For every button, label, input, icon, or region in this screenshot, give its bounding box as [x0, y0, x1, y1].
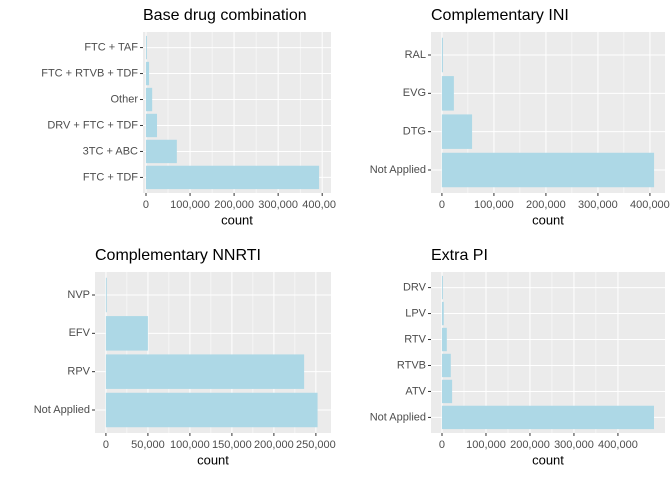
bar [105, 392, 318, 428]
x-tick-label: 200,000 [214, 199, 254, 211]
chart-title: Base drug combination [143, 7, 307, 24]
x-tick-label: 200,000 [526, 199, 566, 211]
x-axis-label: count [532, 212, 564, 227]
y-tick-label: Not Applied [370, 164, 426, 176]
bar [441, 114, 473, 149]
bar [441, 405, 655, 430]
x-tick-label: 100,000 [466, 439, 506, 451]
x-tick-label: 100,000 [474, 199, 514, 211]
bar [105, 277, 107, 313]
bar [105, 354, 305, 389]
y-tick-label: DRV [403, 281, 427, 293]
bar [145, 165, 320, 190]
bar [441, 327, 447, 352]
x-tick-label: 50,000 [131, 439, 165, 451]
y-tick-label: FTC + RTVB + TDF [41, 67, 138, 79]
y-tick-label: RTV [404, 333, 426, 345]
panel-group: 0 100,000 200,000 300,000 400,000 Not Applied… [370, 7, 670, 467]
x-axis-label: count [197, 452, 229, 467]
bar [105, 316, 148, 351]
x-tick-label: 100,000 [170, 199, 210, 211]
bar [145, 61, 150, 86]
x-tick-label: 0 [439, 199, 445, 211]
x-tick-label: 200,000 [510, 439, 550, 451]
y-tick-label: FTC + TDF [83, 171, 138, 183]
y-tick-label: EFV [69, 327, 91, 339]
chart-title: Complementary INI [431, 7, 569, 24]
y-tick-label: ATV [405, 385, 426, 397]
y-tick-label: 3TC + ABC [83, 145, 138, 157]
bar [441, 379, 453, 404]
x-tick-label: 100,000 [170, 439, 210, 451]
bar [441, 76, 454, 111]
bar [145, 139, 177, 164]
panel-group: 0 100,000 200,000 300,000 400,000 FTC + TDF 3T… [34, 7, 342, 467]
y-tick-label: EVG [403, 87, 426, 99]
bar [441, 353, 451, 378]
x-tick-label: 0 [439, 439, 445, 451]
x-tick-label: 400,000 [598, 439, 638, 451]
bar [441, 37, 443, 73]
x-tick-label: 300,000 [578, 199, 618, 211]
bar [441, 275, 443, 300]
y-tick-label: RAL [405, 49, 426, 61]
y-tick-label: LPV [405, 307, 426, 319]
bar [441, 301, 444, 326]
x-tick-label: 300,000 [258, 199, 298, 211]
y-tick-label: NVP [67, 289, 90, 301]
chart-title: Extra PI [431, 247, 488, 264]
x-axis-label: count [532, 452, 564, 467]
y-tick-label: RTVB [397, 359, 426, 371]
bar [441, 152, 655, 188]
y-tick-label: Not Applied [370, 411, 426, 423]
bar [145, 87, 153, 112]
x-tick-label: 0 [143, 199, 149, 211]
bar [145, 113, 158, 138]
chart-title: Complementary NNRTI [95, 247, 261, 264]
bar [145, 35, 147, 60]
y-tick-label: DTG [403, 126, 426, 138]
x-tick-label: 0 [103, 439, 109, 451]
y-tick-label: DRV + FTC + TDF [47, 119, 138, 131]
y-tick-label: Not Applied [34, 404, 90, 416]
y-tick-label: FTC + TAF [84, 41, 138, 53]
x-tick-label: 150,000 [212, 439, 252, 451]
x-axis-label: count [221, 212, 253, 227]
x-tick-label: 300,000 [554, 439, 594, 451]
x-tick-label: 250,000 [296, 439, 336, 451]
y-tick-label: RPV [67, 366, 90, 378]
x-tick-label: 400,000 [630, 199, 670, 211]
x-tick-label: 200,000 [254, 439, 294, 451]
y-tick-label: Other [110, 93, 138, 105]
x-tick-label: 400,000 [302, 199, 342, 211]
